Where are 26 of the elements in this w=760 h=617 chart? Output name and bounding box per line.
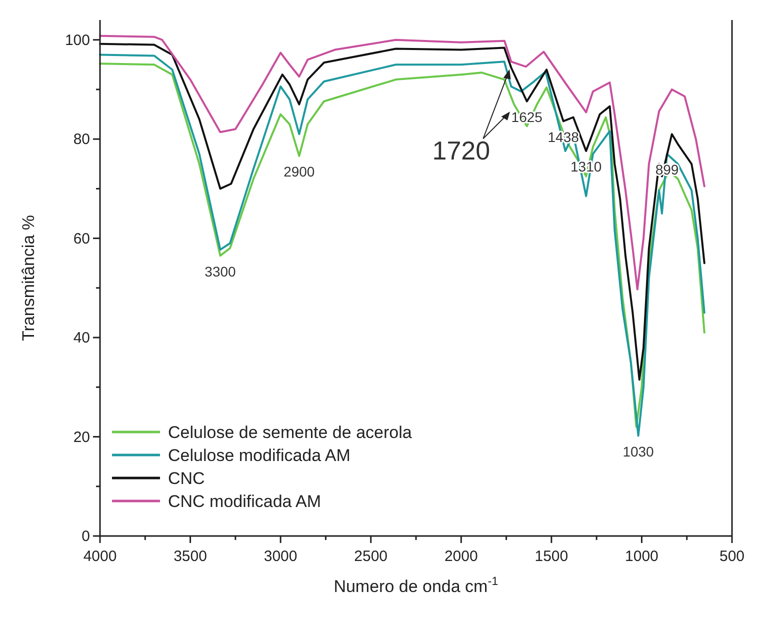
annotation: 3300 — [204, 263, 236, 280]
annotation: 1030 — [622, 443, 654, 460]
x-axis-title: Numero de onda cm$^{-1}$ — [334, 574, 499, 596]
y-axis-title: Transmitância % — [19, 215, 38, 341]
legend-label: CNC modificada AM — [168, 492, 322, 511]
y-tick-label: 100 — [64, 32, 90, 49]
x-tick-label: 500 — [719, 548, 745, 565]
x-tick-label: 2500 — [354, 548, 388, 565]
y-tick-label: 80 — [73, 131, 90, 148]
y-tick-label: 0 — [82, 528, 90, 545]
x-tick-label: 4000 — [83, 548, 117, 565]
x-tick-label: 1500 — [534, 548, 568, 565]
y-tick-label: 60 — [73, 230, 90, 248]
x-tick-label: 3500 — [174, 548, 207, 565]
line-series — [99, 42, 706, 381]
line-series — [99, 34, 706, 290]
annotation: 2900 — [284, 164, 315, 180]
x-tick-label: 3000 — [264, 548, 298, 565]
x-tick-label: 1000 — [625, 548, 658, 565]
legend-label: Celulose modificada AM — [168, 446, 350, 465]
annotation: 1720 — [432, 135, 490, 166]
legend-label: CNC — [168, 469, 205, 488]
y-tick-label: 20 — [73, 428, 90, 446]
legend-label: Celulose de semente de acerola — [168, 423, 412, 442]
x-tick-label: 2000 — [444, 548, 478, 565]
y-tick-label: 40 — [73, 330, 90, 347]
